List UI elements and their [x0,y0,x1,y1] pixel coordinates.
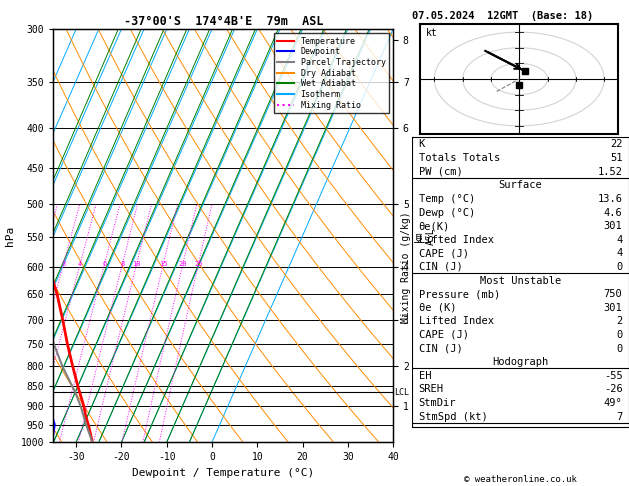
Text: 301: 301 [604,221,623,231]
Legend: Temperature, Dewpoint, Parcel Trajectory, Dry Adiabat, Wet Adiabat, Isotherm, Mi: Temperature, Dewpoint, Parcel Trajectory… [274,34,389,113]
Text: 301: 301 [604,303,623,313]
Text: Lifted Index: Lifted Index [418,316,494,327]
Text: Totals Totals: Totals Totals [418,153,500,163]
Text: © weatheronline.co.uk: © weatheronline.co.uk [464,474,577,484]
Text: 13.6: 13.6 [598,194,623,204]
Text: Lifted Index: Lifted Index [418,235,494,245]
Text: StmSpd (kt): StmSpd (kt) [418,412,487,422]
Text: 0: 0 [616,262,623,272]
Text: 15: 15 [159,261,167,267]
Text: LCL: LCL [394,388,409,397]
Text: PW (cm): PW (cm) [418,167,462,177]
Text: EH: EH [418,371,431,381]
Text: 20: 20 [179,261,187,267]
Text: 8: 8 [120,261,125,267]
Text: 51: 51 [610,153,623,163]
Text: CAPE (J): CAPE (J) [418,248,469,259]
X-axis label: Dewpoint / Temperature (°C): Dewpoint / Temperature (°C) [132,468,314,478]
Text: 7: 7 [616,412,623,422]
Text: 4.6: 4.6 [604,208,623,218]
Text: Surface: Surface [499,180,542,191]
Text: 2: 2 [616,316,623,327]
Text: 0: 0 [616,344,623,354]
Text: θe (K): θe (K) [418,303,456,313]
Text: CIN (J): CIN (J) [418,344,462,354]
Text: Most Unstable: Most Unstable [480,276,561,286]
Text: 49°: 49° [604,398,623,408]
Text: 1.52: 1.52 [598,167,623,177]
Text: Temp (°C): Temp (°C) [418,194,475,204]
Text: SREH: SREH [418,384,443,395]
Text: 3: 3 [61,261,65,267]
Text: -26: -26 [604,384,623,395]
Text: 4: 4 [616,248,623,259]
Text: Mixing Ratio (g/kg): Mixing Ratio (g/kg) [401,211,411,323]
Text: kt: kt [426,28,438,37]
Text: StmDir: StmDir [418,398,456,408]
Text: θe(K): θe(K) [418,221,450,231]
Text: CIN (J): CIN (J) [418,262,462,272]
Text: Hodograph: Hodograph [493,357,548,367]
Text: 4: 4 [616,235,623,245]
Text: 10: 10 [132,261,141,267]
Text: Dewp (°C): Dewp (°C) [418,208,475,218]
Text: 4: 4 [78,261,82,267]
Title: -37°00'S  174°4B'E  79m  ASL: -37°00'S 174°4B'E 79m ASL [123,15,323,28]
Text: 22: 22 [610,139,623,150]
Text: 6: 6 [103,261,106,267]
Text: 25: 25 [194,261,203,267]
Y-axis label: hPa: hPa [6,226,15,246]
Text: -55: -55 [604,371,623,381]
Text: Pressure (mb): Pressure (mb) [418,289,500,299]
Text: 07.05.2024  12GMT  (Base: 18): 07.05.2024 12GMT (Base: 18) [412,11,593,21]
Text: K: K [418,139,425,150]
Text: CAPE (J): CAPE (J) [418,330,469,340]
Text: 0: 0 [616,330,623,340]
Y-axis label: km
ASL: km ASL [415,227,436,244]
Text: 750: 750 [604,289,623,299]
